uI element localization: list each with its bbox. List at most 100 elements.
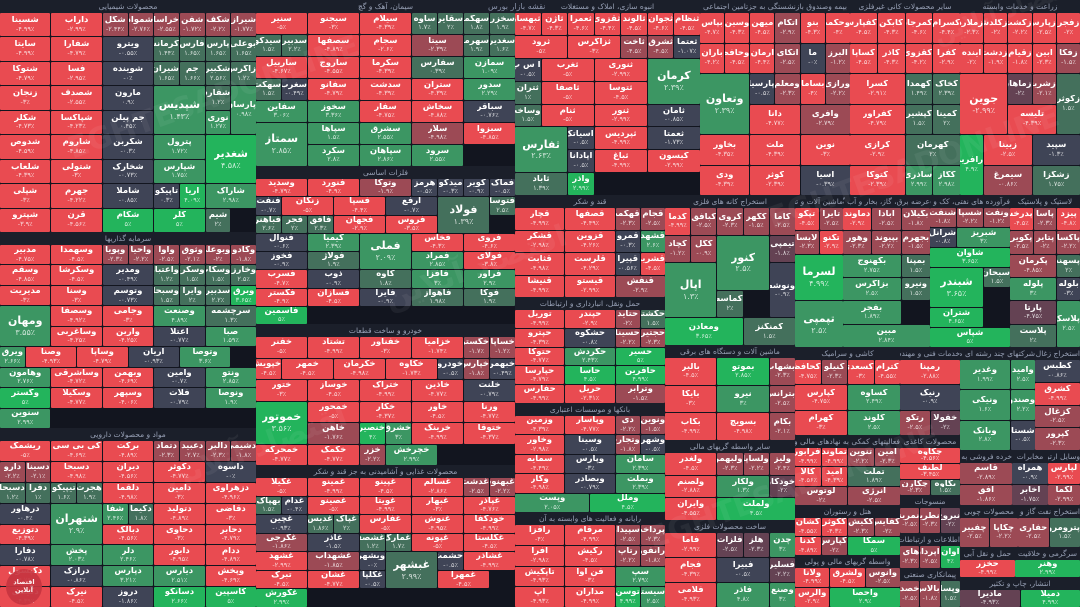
stock-tile[interactable]: آرمان -۴.۴٪ bbox=[750, 43, 775, 73]
stock-tile[interactable]: مدبیر -۴.۷۵٪ bbox=[0, 245, 51, 265]
stock-tile[interactable]: سمازن ۱.۰۹٪ bbox=[464, 57, 515, 78]
stock-tile[interactable]: خراسان-۲.۵۵٪ bbox=[154, 13, 179, 37]
stock-tile[interactable]: وخارزم۲.۵٪ bbox=[231, 265, 256, 285]
stock-tile[interactable]: دسینا -۲.۱٪ bbox=[25, 461, 51, 482]
stock-tile[interactable]: وایرا ۲٪ bbox=[179, 285, 205, 306]
stock-tile[interactable]: کروی -۲.۳٪ bbox=[717, 208, 743, 235]
stock-tile[interactable]: غویتا -۴.۹۹٪ bbox=[360, 496, 411, 515]
stock-tile[interactable]: چکارن -۲.۳٪ bbox=[900, 480, 930, 495]
stock-tile[interactable]: شیم ۲٪ bbox=[205, 208, 231, 232]
stock-tile[interactable]: دالبر -۲.۳٪ bbox=[205, 441, 231, 461]
stock-tile[interactable]: شتوکا -۴.۷۹٪ bbox=[0, 61, 51, 86]
stock-tile[interactable]: ثاخت -۴.۵٪ bbox=[621, 35, 647, 58]
stock-tile[interactable]: شپترو -۳.۹٪ bbox=[0, 208, 51, 232]
stock-tile[interactable]: وساغربی -۴.۲۵٪ bbox=[51, 326, 102, 347]
stock-tile[interactable]: کپارس -۴.۷۵٪ bbox=[795, 385, 847, 410]
stock-tile[interactable]: کساوه ۲.۴۹٪ bbox=[848, 385, 900, 410]
stock-tile[interactable]: شکربن -۰.۳٪ bbox=[102, 135, 154, 159]
stock-tile[interactable]: شتولی -۳٪ bbox=[51, 159, 102, 184]
stock-tile[interactable]: سپ ۲.۷۹٪ bbox=[615, 566, 665, 587]
stock-tile[interactable]: شلعاب -۴.۳۹٪ bbox=[0, 159, 51, 184]
stock-tile[interactable]: حپندر -۲.۹٪ bbox=[565, 310, 615, 328]
stock-tile[interactable]: فولاد ۱.۳۹٪ bbox=[438, 197, 489, 233]
stock-tile[interactable]: حجتیر -۲.۳٪ bbox=[640, 328, 665, 347]
stock-tile[interactable]: غکورش ۲.۹۹٪ bbox=[256, 589, 307, 607]
stock-tile[interactable]: خکرمان -۴.۹۸٪ bbox=[334, 358, 385, 379]
stock-tile[interactable]: وپویا -۲.۳٪ bbox=[102, 245, 128, 265]
stock-tile[interactable]: وسهمدا -۴.۵٪ bbox=[51, 245, 102, 265]
stock-tile[interactable]: لکما -۲.۹۹٪ bbox=[1048, 484, 1080, 505]
stock-tile[interactable]: غدیس ۱.۸۶٪ bbox=[308, 515, 333, 533]
stock-tile[interactable]: خکاوه -۱.۷۳٪ bbox=[386, 358, 437, 379]
stock-tile[interactable]: مبین ۲.۸۴٪ bbox=[843, 324, 930, 347]
stock-tile[interactable]: خفولا -۲٪ bbox=[930, 410, 960, 435]
stock-tile[interactable]: کابگن -۴.۳٪ bbox=[877, 13, 905, 43]
stock-tile[interactable]: کساپا -۴.۵٪ bbox=[850, 43, 877, 73]
stock-tile[interactable]: ثنوری -۲.۹۹٪ bbox=[594, 58, 647, 81]
stock-tile[interactable]: خفناور -۳٪ bbox=[360, 337, 411, 358]
stock-tile[interactable]: پلاست ۲٪ bbox=[1010, 324, 1057, 347]
stock-tile[interactable]: سنیر -۵٪ bbox=[256, 13, 307, 34]
stock-tile[interactable]: بایکا -۳٪ bbox=[665, 385, 717, 413]
stock-tile[interactable]: کپشیر ۱.۵٪ bbox=[905, 104, 933, 134]
stock-tile[interactable]: وصنع ۳٪ bbox=[769, 583, 795, 607]
stock-tile[interactable]: وصندوق۲.۲٪ bbox=[1010, 390, 1035, 420]
stock-tile[interactable]: دکیما ۱.۸٪ bbox=[128, 503, 154, 524]
stock-tile[interactable]: کویر -۰.۹٪ bbox=[464, 179, 489, 197]
stock-tile[interactable]: ونیرو ۱.۵٪ bbox=[901, 278, 930, 301]
stock-tile[interactable]: خاهن -۱.۷۶٪ bbox=[308, 423, 359, 444]
stock-tile[interactable]: ستران -۴.۳۹٪ bbox=[412, 79, 463, 100]
stock-tile[interactable]: فن آوا -۳٪ bbox=[565, 566, 615, 587]
stock-tile[interactable]: وآنوس -۲.۵٪ bbox=[865, 568, 900, 587]
stock-tile[interactable]: پارتا -۴.۷۵٪ bbox=[1010, 301, 1057, 324]
stock-tile[interactable]: تنوین -۲.۲٪ bbox=[848, 448, 874, 467]
stock-tile[interactable]: کحافظ -۴.۷۵٪ bbox=[795, 360, 821, 385]
stock-tile[interactable]: دی -۲.۲٪ bbox=[615, 416, 640, 435]
stock-tile[interactable]: ونفت -۱.۲٪ bbox=[984, 208, 1010, 227]
stock-tile[interactable]: شرانل -۰.۸٪ bbox=[930, 228, 956, 247]
stock-tile[interactable]: شبریز ۳٪ bbox=[957, 228, 1010, 247]
stock-tile[interactable]: حگردش ۲.۴۳٪ bbox=[565, 347, 615, 366]
stock-tile[interactable]: زشریف-۲.۱٪ bbox=[1032, 74, 1056, 104]
stock-tile[interactable]: دتولید -۴.۸۹٪ bbox=[154, 503, 205, 524]
stock-tile[interactable]: وسکرمان۱.۵٪ bbox=[179, 265, 205, 285]
stock-tile[interactable]: بموتو ۲.۸۵٪ bbox=[717, 358, 769, 385]
stock-tile[interactable]: ثاصفا -۵٪ bbox=[541, 81, 594, 104]
stock-tile[interactable]: شپلی -۳٪ bbox=[0, 184, 51, 208]
stock-tile[interactable]: سدشت -۴.۳۹٪ bbox=[360, 79, 411, 100]
stock-tile[interactable]: بسویچ -۴.۹۸٪ bbox=[717, 413, 769, 440]
stock-tile[interactable]: کمینا ۲٪ bbox=[933, 104, 960, 134]
stock-tile[interactable]: ثنظام -۴.۵٪ bbox=[674, 13, 700, 35]
stock-tile[interactable]: غشاذر -۴.۹۹٪ bbox=[464, 552, 515, 570]
stock-tile[interactable]: اخابر -۱.۷۵٪ bbox=[1012, 484, 1048, 505]
stock-tile[interactable]: فوکا ۱.۹٪ bbox=[464, 288, 515, 306]
stock-tile[interactable]: کخاک ۲.۳۹٪ bbox=[933, 74, 960, 104]
stock-tile[interactable]: ولغدر -۴.۵٪ bbox=[665, 453, 717, 475]
stock-tile[interactable]: سهکت ۱.۵٪ bbox=[256, 79, 281, 100]
stock-tile[interactable]: ثاژن -۴.۳٪ bbox=[541, 13, 568, 35]
stock-tile[interactable]: شتران ۴.۶۵٪ bbox=[930, 308, 983, 327]
stock-tile[interactable]: سپید -۱.۳٪ bbox=[1032, 135, 1080, 165]
stock-tile[interactable]: سبزوا -۴.۸۵٪ bbox=[464, 123, 515, 144]
stock-tile[interactable]: فرابورس-۴.۹۹٪ bbox=[795, 448, 821, 467]
stock-tile[interactable]: شسپا -۲.۲٪ bbox=[957, 208, 983, 227]
stock-tile[interactable]: دکوثر -۴.۷۷٪ bbox=[154, 461, 205, 482]
stock-tile[interactable]: کچاد -۱.۲٪ bbox=[665, 235, 691, 263]
stock-tile[interactable]: ساوه ۱.۷٪ bbox=[412, 13, 437, 34]
stock-tile[interactable]: وبهمن -۴.۶۹٪ bbox=[102, 367, 154, 388]
stock-tile[interactable]: خگستر-۱.۷٪ bbox=[464, 337, 489, 358]
stock-tile[interactable]: وصنا -۴.۹۳٪ bbox=[25, 347, 77, 367]
stock-tile[interactable]: کهمدا ۱.۴۹٪ bbox=[905, 74, 933, 104]
stock-tile[interactable]: سخوز ۳.۳۶٪ bbox=[308, 101, 359, 122]
stock-tile[interactable]: فسلیر -۲.۲٪ bbox=[769, 558, 795, 582]
stock-tile[interactable]: شبندر ۳.۶۵٪ bbox=[930, 268, 983, 307]
stock-tile[interactable]: پیزد -۴.۸٪ bbox=[1057, 208, 1080, 231]
stock-tile[interactable]: غاذر -۱.۵٪ bbox=[308, 533, 359, 552]
stock-tile[interactable]: وسنا -۳٪ bbox=[51, 285, 102, 306]
stock-tile[interactable]: غبهار -۳٪ bbox=[412, 496, 463, 515]
stock-tile[interactable]: خاذین -۴.۷۷٪ bbox=[412, 380, 463, 401]
stock-tile[interactable]: رتکو -۲.۵٪ bbox=[900, 410, 930, 435]
stock-tile[interactable]: بالبر -۴.۵٪ bbox=[665, 358, 717, 385]
stock-tile[interactable]: سخزر ۱.۹٪ bbox=[490, 13, 515, 34]
stock-tile[interactable]: اسیاتک -۰.۵٪ bbox=[568, 127, 594, 150]
